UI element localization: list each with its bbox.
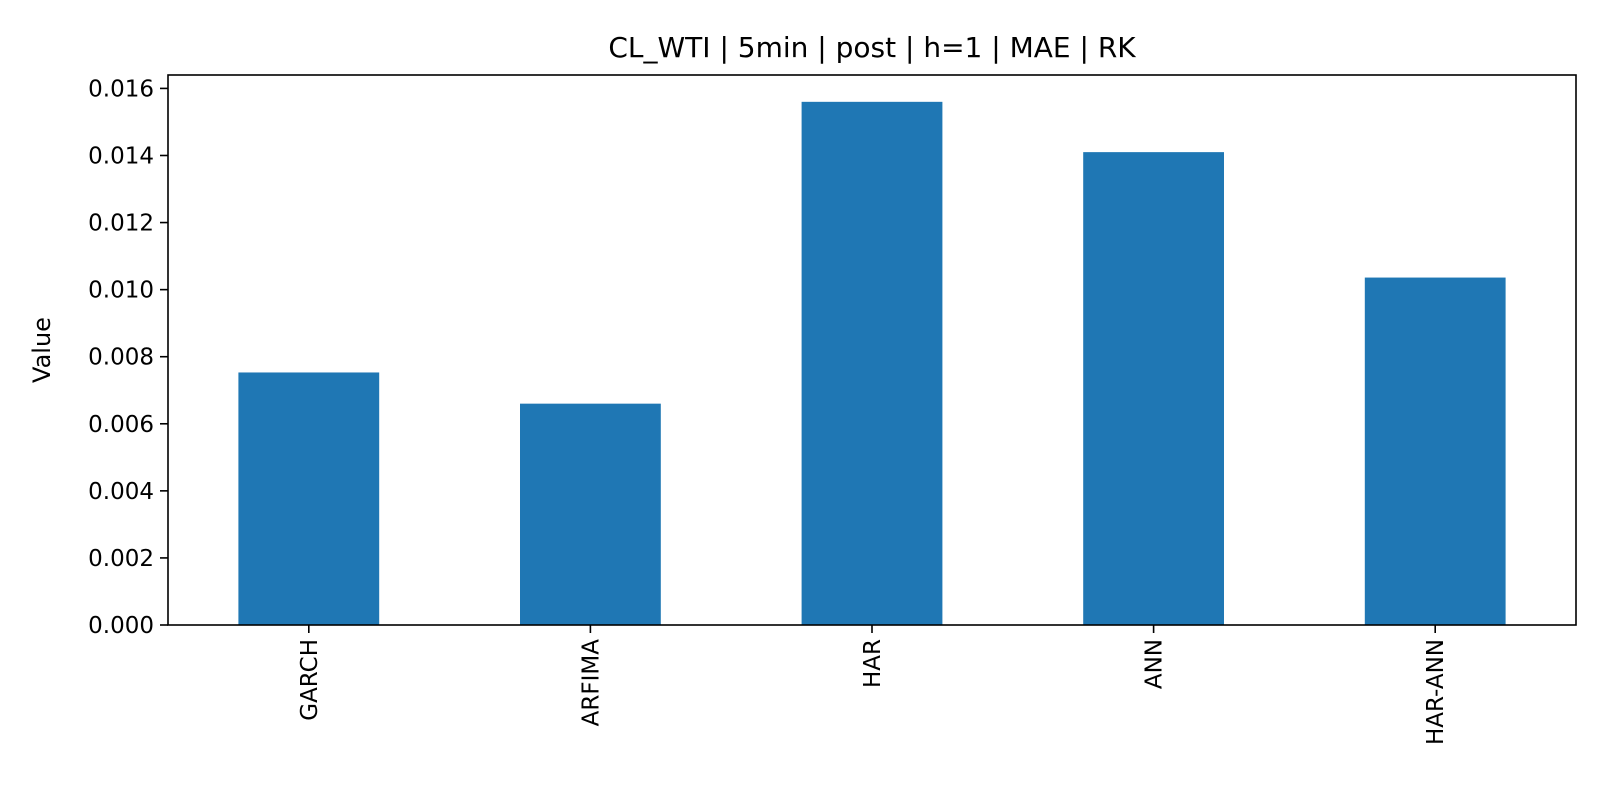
x-tick-label-har: HAR xyxy=(860,639,886,688)
x-axis-ticks: GARCH ARFIMA HAR ANN HAR-ANN xyxy=(297,625,1449,745)
y-tick-label: 0.010 xyxy=(88,278,154,304)
y-tick-label: 0.002 xyxy=(88,546,154,572)
chart-title: CL_WTI | 5min | post | h=1 | MAE | RK xyxy=(608,31,1136,64)
bar-arfima xyxy=(520,403,661,625)
y-tick-label: 0.004 xyxy=(88,479,154,505)
x-tick-label-har-ann: HAR-ANN xyxy=(1423,639,1449,745)
y-tick-label: 0.006 xyxy=(88,412,154,438)
plot-area-frame xyxy=(167,74,1577,626)
bars-group xyxy=(238,101,1506,625)
y-tick-label: 0.012 xyxy=(88,211,154,237)
bar-har-ann xyxy=(1364,277,1506,625)
bar-har xyxy=(801,101,943,625)
x-tick-label-ann: ANN xyxy=(1142,639,1168,689)
bar-garch xyxy=(238,372,380,625)
y-tick-label: 0.008 xyxy=(88,345,154,371)
y-axis-label: Value xyxy=(28,317,56,383)
y-tick-label: 0.000 xyxy=(88,613,154,639)
y-tick-label: 0.016 xyxy=(88,76,154,102)
y-tick-label: 0.014 xyxy=(88,143,154,169)
bar-ann xyxy=(1083,152,1224,625)
x-tick-label-garch: GARCH xyxy=(297,639,323,721)
x-tick-label-arfima: ARFIMA xyxy=(578,639,604,727)
y-axis-ticks: 0.000 0.002 0.004 0.006 0.008 0.010 0.012 0.014… xyxy=(88,76,168,639)
